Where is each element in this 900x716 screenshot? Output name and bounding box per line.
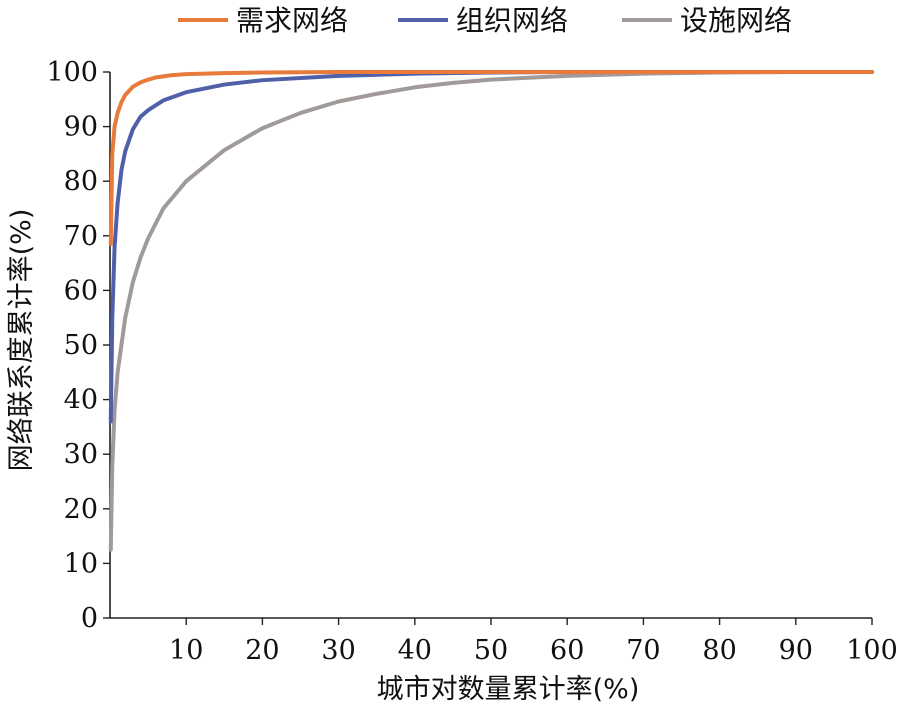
x-tick-label: 70 [626, 635, 660, 666]
x-axis-title: 城市对数量累计率(%) [377, 674, 640, 705]
y-tick-label: 60 [64, 275, 98, 306]
legend-label: 设施网络 [680, 4, 792, 37]
y-tick-label: 40 [64, 385, 98, 416]
legend-label: 组织网络 [456, 4, 568, 37]
x-tick-label: 100 [846, 635, 898, 666]
series-line-2 [108, 70, 874, 552]
legend-item-1: 组织网络 [398, 4, 568, 37]
y-axis-title: 网络联系度累计率(%) [6, 209, 37, 472]
axes: 0 10 20 30 40 50 60 70 80 90 100 10 20 30 40 50 60 70 80 90… [46, 57, 897, 666]
y-tick-label: 50 [64, 330, 98, 361]
x-tick-label: 20 [245, 635, 279, 666]
x-tick-label: 80 [702, 635, 736, 666]
x-tick-label: 40 [398, 635, 432, 666]
y-tick-label: 30 [64, 439, 98, 470]
x-tick-label: 30 [321, 635, 355, 666]
series-line-0 [108, 70, 874, 246]
legend-item-2: 设施网络 [622, 4, 792, 37]
y-tick-label: 100 [46, 57, 98, 88]
x-tick-label: 50 [474, 635, 508, 666]
x-tick-label: 10 [169, 635, 203, 666]
legend-item-0: 需求网络 [178, 4, 348, 37]
y-tick-label: 10 [64, 548, 98, 579]
y-tick-label: 20 [64, 494, 98, 525]
series-line-1 [108, 70, 874, 424]
y-tick-label: 80 [64, 166, 98, 197]
y-tick-label: 0 [81, 603, 98, 634]
y-tick-label: 70 [64, 221, 98, 252]
x-tick-label: 90 [779, 635, 813, 666]
legend-label: 需求网络 [236, 4, 348, 37]
legend: 需求网络 组织网络 设施网络 [178, 4, 792, 37]
series-layer [108, 70, 874, 552]
y-tick-label: 90 [64, 112, 98, 143]
x-tick-label: 60 [550, 635, 584, 666]
